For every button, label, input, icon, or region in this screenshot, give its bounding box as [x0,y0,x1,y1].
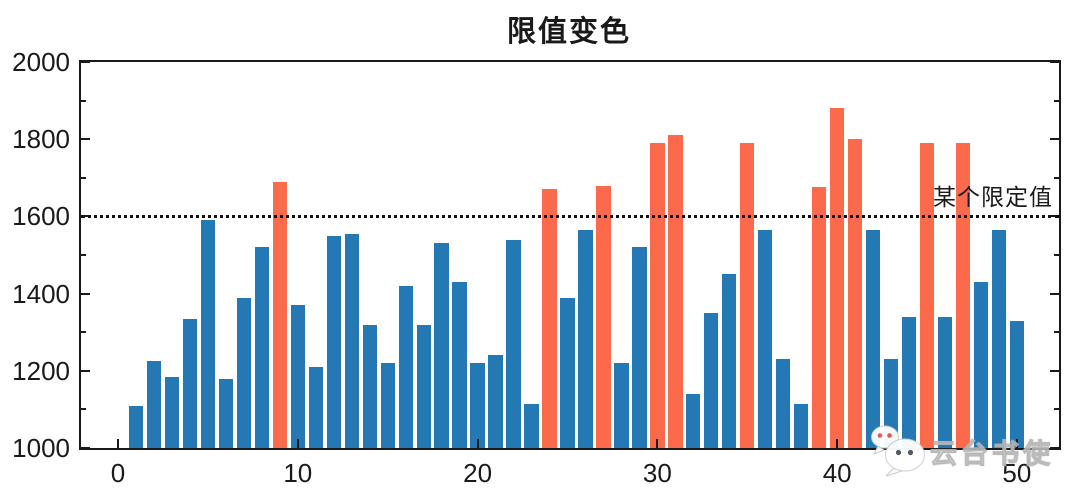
bar-below-limit [506,239,521,448]
x-tick-label: 0 [110,458,126,488]
x-major-tick [1015,439,1018,448]
y-minor-tick [81,176,86,179]
bar-below-limit [937,316,953,448]
x-tick-label: 30 [642,458,672,488]
bar-below-limit [686,394,701,448]
bar-below-limit [614,363,629,448]
bar-below-limit [560,297,575,448]
bar-below-limit [128,405,144,448]
bar-below-limit [524,403,539,448]
bar-below-limit [146,361,162,448]
x-tick-label: 40 [822,458,852,488]
chart-title: 限值变色 [506,16,631,48]
y-tick-label: 1800 [12,124,70,155]
x-major-tick [296,439,299,448]
x-major-tick [836,439,839,448]
y-minor-tick [81,254,86,256]
limit-label: 某个限定值 [933,184,1053,210]
bar-below-limit [254,247,270,448]
y-major-tick [1050,447,1059,449]
watermark-text: 云台书使 [930,438,1054,469]
bar-below-limit [416,324,431,448]
bar-below-limit [776,359,791,448]
y-major-tick [81,369,90,372]
bar-below-limit [236,297,252,448]
bar-below-limit [344,233,359,448]
bar-above-limit [542,189,557,448]
x-major-tick [656,439,659,448]
bar-below-limit [488,355,503,448]
bar-below-limit [290,305,305,448]
bar-below-limit [326,235,341,448]
y-tick-label: 1400 [12,278,70,309]
y-minor-tick [81,331,86,334]
y-tick-label: 2000 [12,47,70,77]
y-minor-tick [1054,99,1059,102]
bar-above-limit [955,143,971,448]
y-major-tick [81,447,90,449]
bar-below-limit [865,229,881,448]
bar-below-limit [632,247,647,448]
bar-below-limit [722,274,737,448]
x-tick-label: 20 [463,458,493,488]
bar-below-limit [973,282,989,448]
y-major-tick [81,61,90,63]
bar-above-limit [272,181,287,448]
y-major-tick [1050,292,1059,295]
bar-below-limit [578,229,593,448]
bar-below-limit [218,378,234,448]
bar-above-limit [650,143,665,448]
bar-above-limit [668,135,683,448]
x-major-tick [117,439,119,448]
bar-below-limit [470,363,485,448]
y-minor-tick [1054,254,1059,256]
plot-area [79,60,1061,450]
y-major-tick [81,138,90,141]
bar-below-limit [704,312,719,448]
y-tick-label: 1000 [12,433,70,463]
bar-below-limit [200,220,216,448]
bar-above-limit [830,108,845,448]
y-minor-tick [1054,408,1059,411]
bar-below-limit [398,285,413,448]
x-tick-label: 10 [283,458,313,488]
y-major-tick [1050,369,1059,372]
bar-below-limit [758,229,773,448]
limit-line [81,215,1059,219]
bar-above-limit [919,143,935,448]
y-major-tick [81,292,90,295]
bar-below-limit [308,366,323,448]
bar-above-limit [596,185,611,448]
y-major-tick [1050,61,1059,63]
x-major-tick [476,439,479,448]
bar-below-limit [434,243,449,448]
bar-below-limit [452,282,467,448]
bar-below-limit [901,316,917,448]
y-tick-label: 1200 [12,355,70,386]
bar-below-limit [1009,320,1025,448]
watermark: 云台书使 [868,424,1054,478]
y-minor-tick [1054,331,1059,334]
bar-below-limit [362,324,377,448]
bar-above-limit [812,187,827,448]
bar-below-limit [182,318,198,448]
bar-below-limit [380,363,395,448]
bar-below-limit [991,229,1007,448]
y-minor-tick [1054,176,1059,179]
x-tick-label: 50 [1002,458,1032,488]
bar-below-limit [794,403,809,448]
y-tick-label: 1600 [12,201,70,232]
y-minor-tick [81,99,86,102]
wechat-chat-bubbles-icon [871,425,925,477]
bar-below-limit [164,376,180,448]
y-minor-tick [81,408,86,411]
y-major-tick [1050,138,1059,141]
bar-above-limit [740,143,755,448]
